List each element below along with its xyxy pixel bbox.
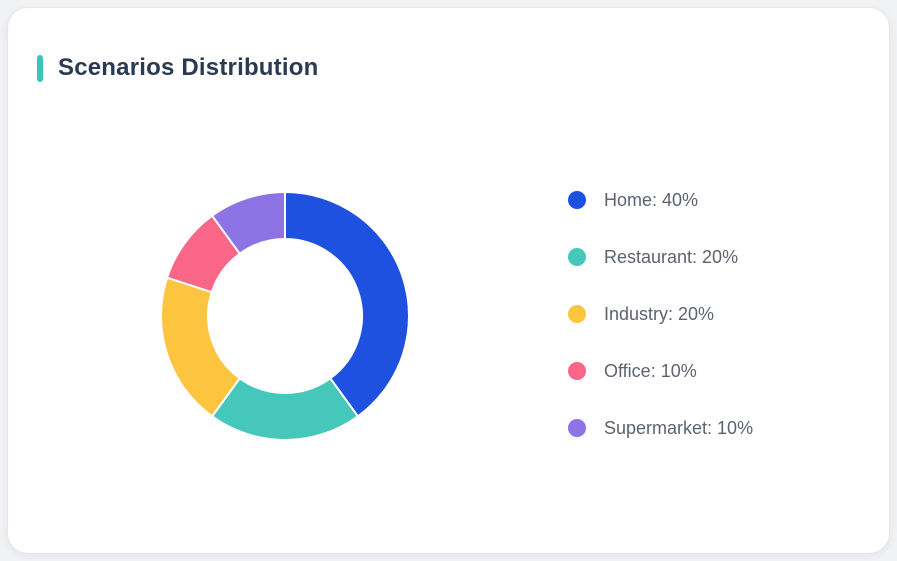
legend-item-industry[interactable]: Industry: 20% xyxy=(568,303,753,325)
donut-segment-supermarket[interactable] xyxy=(211,191,286,255)
page-title: Scenarios Distribution xyxy=(58,54,319,81)
legend-item-supermarket[interactable]: Supermarket: 10% xyxy=(568,417,753,439)
legend-dot-home-icon xyxy=(568,191,586,209)
scenarios-distribution-card: Scenarios Distribution Home: 40% Restaura… xyxy=(8,8,889,553)
legend-label: Home: 40% xyxy=(604,189,699,210)
legend-label: Restaurant: 20% xyxy=(604,246,739,267)
card-header: Scenarios Distribution xyxy=(37,54,318,82)
legend-item-home[interactable]: Home: 40% xyxy=(568,189,753,211)
donut-chart[interactable] xyxy=(160,191,410,441)
legend-item-restaurant[interactable]: Restaurant: 20% xyxy=(568,246,753,268)
title-accent-bar xyxy=(37,54,43,82)
legend-label: Industry: 20% xyxy=(604,303,715,324)
legend-label: Supermarket: 10% xyxy=(604,417,754,438)
chart-legend: Home: 40% Restaurant: 20% Industry: 20% Off… xyxy=(568,189,753,439)
legend-item-office[interactable]: Office: 10% xyxy=(568,360,753,382)
legend-dot-restaurant-icon xyxy=(568,248,586,266)
legend-label: Office: 10% xyxy=(604,360,697,381)
legend-dot-office-icon xyxy=(568,362,586,380)
donut-segment-home[interactable] xyxy=(284,191,410,418)
donut-segment-industry[interactable] xyxy=(160,276,241,418)
legend-dot-supermarket-icon xyxy=(568,419,586,437)
legend-dot-industry-icon xyxy=(568,305,586,323)
